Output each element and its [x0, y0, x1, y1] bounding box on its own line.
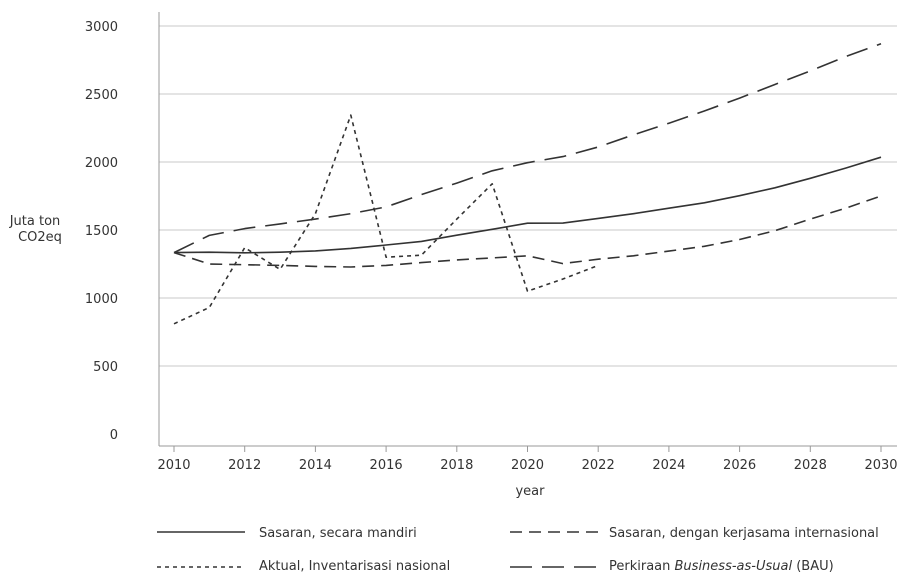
legend-label-sasaran-mandiri: Sasaran, secara mandiri	[259, 526, 417, 541]
x-tick-label-2014: 2014	[299, 458, 332, 473]
x-tick-label-2030: 2030	[864, 458, 897, 473]
x-tick-label-2018: 2018	[440, 458, 473, 473]
y-tick-label-1500: 1500	[85, 224, 118, 239]
y-tick-label-2000: 2000	[85, 156, 118, 171]
legend-item-aktual: Aktual, Inventarisasi nasional	[157, 559, 450, 573]
legend-label-bau-italic: Business-as-Usual	[675, 559, 793, 573]
x-tick-label-2024: 2024	[652, 458, 685, 473]
x-tick-label-2012: 2012	[228, 458, 261, 473]
legend-item-sasaran-kerjasama: Sasaran, dengan kerjasama internasional	[510, 526, 879, 541]
x-tick-label-2016: 2016	[370, 458, 403, 473]
y-axis-label-line-1: Juta ton	[9, 214, 61, 229]
series-lines	[173, 42, 882, 325]
y-tick-labels: 0 500 1000 1500 2000 2500 3000	[85, 20, 118, 443]
legend-label-sasaran-kerjasama: Sasaran, dengan kerjasama internasional	[609, 526, 879, 541]
x-axis-label: year	[515, 484, 545, 499]
y-tick-label-0: 0	[110, 428, 118, 443]
y-tick-label-1000: 1000	[85, 292, 118, 307]
legend-label-bau: Perkiraan Business-as-Usual (BAU)	[609, 559, 834, 573]
series-aktual-line	[173, 114, 599, 325]
legend-label-bau-prefix: Perkiraan	[609, 559, 675, 573]
x-tick-label-2020: 2020	[511, 458, 544, 473]
x-tick-label-2028: 2028	[794, 458, 827, 473]
legend-item-bau: Perkiraan Business-as-Usual (BAU)	[510, 559, 834, 573]
series-sasaran-mandiri-line	[173, 156, 882, 254]
gridlines	[159, 25, 897, 367]
y-tick-label-500: 500	[93, 360, 118, 375]
y-tick-label-2500: 2500	[85, 88, 118, 103]
x-tick-labels: 2010 2012 2014 2016 2018 2020 2022 2024 2026 2028…	[157, 446, 898, 473]
x-tick-label-2010: 2010	[157, 458, 190, 473]
x-tick-label-2022: 2022	[582, 458, 615, 473]
legend-label-aktual: Aktual, Inventarisasi nasional	[259, 559, 450, 573]
axes	[158, 12, 897, 447]
y-tick-label-3000: 3000	[85, 20, 118, 35]
legend-item-sasaran-mandiri: Sasaran, secara mandiri	[157, 526, 417, 541]
legend: Sasaran, secara mandiri Sasaran, dengan …	[157, 526, 879, 573]
series-sasaran-kerjasama-line	[173, 195, 882, 268]
y-axis-label-line-2: CO2eq	[18, 230, 62, 245]
legend-label-bau-suffix: (BAU)	[792, 559, 834, 573]
x-tick-label-2026: 2026	[723, 458, 756, 473]
series-bau-line	[173, 42, 882, 254]
